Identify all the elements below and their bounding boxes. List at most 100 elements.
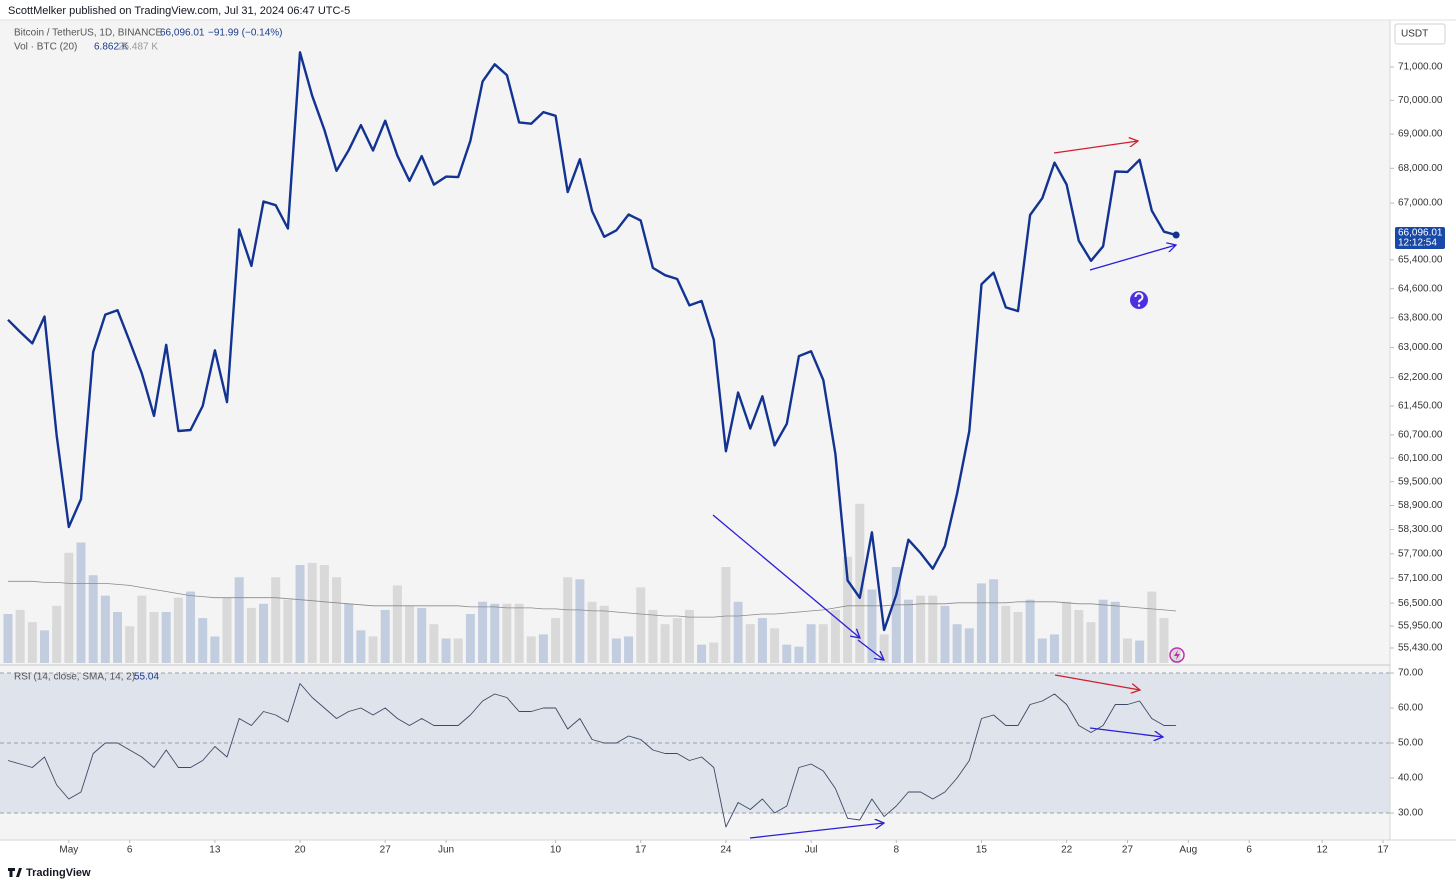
- volume-bar: [818, 624, 828, 663]
- volume-bar: [1062, 601, 1072, 663]
- annotation-arrow: [1089, 727, 1163, 737]
- y-tick-label: 63,000.00: [1398, 342, 1443, 353]
- volume-bar: [161, 611, 171, 663]
- y-unit: USDT: [1401, 29, 1428, 40]
- volume-bar: [1013, 611, 1023, 663]
- rsi-tick-label: 60.00: [1398, 703, 1423, 714]
- volume-bar: [15, 609, 25, 663]
- volume-bar: [526, 636, 536, 663]
- y-tick-label: 71,000.00: [1398, 62, 1443, 73]
- volume-bar: [356, 630, 366, 663]
- annotations: [712, 141, 1176, 839]
- volume-bar: [380, 609, 390, 663]
- y-tick-label: 67,000.00: [1398, 198, 1443, 209]
- volume-bar: [1098, 599, 1108, 663]
- volume-bar: [222, 597, 232, 663]
- volume-bar: [405, 605, 415, 663]
- annotation-arrow: [1053, 141, 1138, 154]
- y-tick-label: 61,450.00: [1398, 401, 1443, 412]
- annotation-arrow: [749, 823, 884, 839]
- volume-bar: [879, 634, 889, 663]
- x-tick-label: 24: [720, 845, 732, 856]
- volume-bar: [952, 624, 962, 663]
- volume-bar: [186, 591, 196, 663]
- annotation-arrow: [712, 514, 860, 638]
- volume-bar: [1135, 640, 1145, 663]
- volume-bar: [453, 638, 463, 663]
- volume-value: 6.862 K: [94, 42, 129, 53]
- y-tick-label: 70,000.00: [1398, 95, 1443, 106]
- price-tag: [1395, 226, 1445, 249]
- annotation-arrow: [857, 639, 884, 660]
- volume-bar: [502, 603, 512, 663]
- byline: ScottMelker published on TradingView.com…: [8, 5, 350, 17]
- volume-bar: [976, 583, 986, 663]
- volume-bar: [1001, 605, 1011, 663]
- y-tick-label: 59,500.00: [1398, 476, 1443, 487]
- volume-bar: [149, 611, 159, 663]
- volume-bar: [867, 589, 877, 663]
- plot-area: [0, 51, 1390, 828]
- alert-icon: [1169, 647, 1185, 663]
- volume-bar: [392, 585, 402, 663]
- volume-bar: [441, 638, 451, 663]
- x-tick-label: 15: [976, 845, 988, 856]
- x-tick-label: 6: [127, 845, 133, 856]
- volume-bar: [940, 605, 950, 663]
- volume-bar: [697, 644, 707, 663]
- rsi-tick-label: 30.00: [1398, 808, 1423, 819]
- volume-ma-line: [8, 580, 1177, 618]
- annotation-arrow: [1054, 674, 1140, 690]
- volume-bar: [928, 595, 938, 663]
- footer-logo: [8, 868, 22, 877]
- volume-bar: [1037, 638, 1047, 663]
- y-tick-label: 63,800.00: [1398, 313, 1443, 324]
- x-tick-label: 17: [1377, 845, 1389, 856]
- volume-bar: [514, 603, 524, 663]
- volume-bar: [636, 587, 646, 663]
- volume-bar: [3, 614, 13, 663]
- volume-bar: [599, 605, 609, 663]
- x-tick-label: 12: [1317, 845, 1329, 856]
- volume-bar: [624, 636, 634, 663]
- y-tick-label: 69,000.00: [1398, 129, 1443, 140]
- volume-bar: [721, 567, 731, 663]
- volume-bar: [198, 618, 208, 663]
- volume-bar: [259, 603, 269, 663]
- volume-bar: [210, 636, 220, 663]
- volume-bar: [794, 646, 804, 663]
- x-tick-label: 13: [209, 845, 221, 856]
- volume-bar: [478, 601, 488, 663]
- rsi-value: 55.04: [134, 672, 159, 683]
- volume-bar: [113, 611, 123, 663]
- volume-bar: [770, 628, 780, 663]
- volume-bar: [1086, 622, 1096, 663]
- x-tick-label: 20: [294, 845, 306, 856]
- volume-bar: [332, 577, 342, 663]
- volume-bar: [782, 644, 792, 663]
- y-tick-label: 55,430.00: [1398, 643, 1443, 654]
- x-tick-label: Aug: [1179, 845, 1197, 856]
- x-tick-label: 6: [1246, 845, 1252, 856]
- volume-title: Vol · BTC (20): [14, 42, 77, 53]
- x-tick-label: 17: [635, 845, 647, 856]
- volume-bar: [490, 603, 500, 663]
- volume-bar: [903, 599, 913, 663]
- price-tag-countdown: 12:12:54: [1398, 238, 1437, 249]
- volume-bar: [989, 579, 999, 663]
- y-tick-label: 57,700.00: [1398, 548, 1443, 559]
- volume-bar: [964, 628, 974, 663]
- price-title: Bitcoin / TetherUS, 1D, BINANCE: [14, 28, 163, 39]
- volume-bar: [173, 597, 183, 663]
- volume-bar: [575, 579, 585, 663]
- volume-bar: [733, 601, 743, 663]
- y-tick-label: 68,000.00: [1398, 163, 1443, 174]
- volume-bar: [429, 624, 439, 663]
- y-tick-label: 62,200.00: [1398, 372, 1443, 383]
- rsi-tick-label: 50.00: [1398, 738, 1423, 749]
- volume-bar: [295, 565, 305, 663]
- volume-bar: [64, 552, 74, 663]
- volume-bar: [806, 624, 816, 663]
- x-tick-label: 10: [550, 845, 562, 856]
- price-tag-label: 66,096.01: [1398, 228, 1443, 239]
